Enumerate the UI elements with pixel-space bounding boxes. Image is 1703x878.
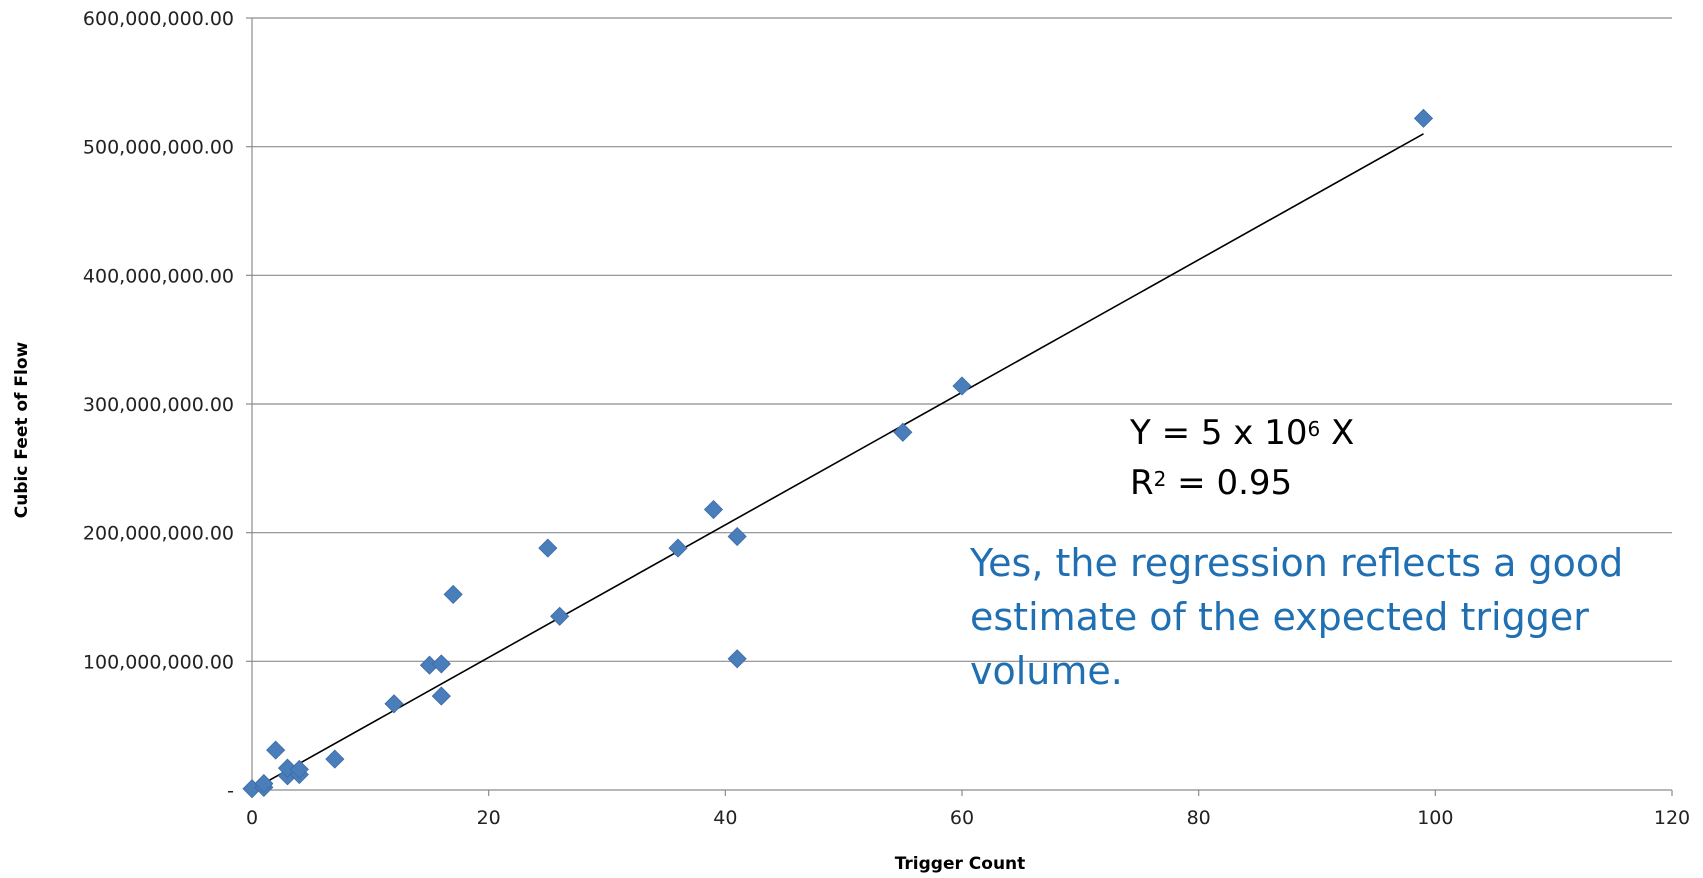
data-point	[952, 376, 972, 396]
tick-label-layer: - 100,000,000.00 200,000,000.00 300,000,000…	[83, 8, 1690, 829]
regression-equation-block: Y = 5 x 106 X R2 = 0.95	[1130, 408, 1354, 508]
grid-layer	[252, 17, 1672, 662]
equation-suffix: X	[1320, 413, 1355, 453]
data-point	[384, 694, 404, 714]
y-tick-label: -	[227, 780, 234, 802]
x-tick-label: 60	[950, 807, 974, 829]
x-tick-label: 0	[246, 807, 258, 829]
r-prefix: R	[1130, 463, 1154, 503]
data-point	[289, 759, 309, 779]
data-point	[668, 538, 688, 558]
equation-exponent: 6	[1307, 417, 1321, 441]
data-point	[266, 740, 286, 760]
y-tick-label: 300,000,000.00	[83, 394, 234, 416]
equation-prefix: Y = 5 x 10	[1130, 413, 1308, 453]
x-tick-label: 20	[477, 807, 501, 829]
x-tick-label: 40	[713, 807, 737, 829]
data-point	[431, 686, 451, 706]
x-axis-title: Trigger Count	[895, 854, 1026, 874]
trendline	[251, 133, 1424, 791]
data-point	[703, 499, 724, 520]
data-point	[1413, 108, 1434, 128]
x-tick-label: 120	[1654, 807, 1690, 829]
y-axis-title: Cubic Feet of Flow	[12, 341, 32, 518]
data-point-layer	[242, 108, 1434, 799]
regression-equation: Y = 5 x 106 X	[1130, 408, 1354, 458]
data-point	[443, 584, 463, 604]
data-point	[325, 749, 345, 769]
data-point	[254, 774, 274, 794]
y-tick-label: 200,000,000.00	[83, 523, 234, 545]
x-tick-label: 100	[1417, 807, 1453, 829]
axis-layer	[246, 17, 1673, 796]
data-point	[550, 606, 570, 626]
data-point	[431, 654, 451, 674]
conclusion-note: Yes, the regression reflects a good esti…	[970, 541, 1624, 693]
r-suffix: = 0.95	[1166, 463, 1293, 503]
data-point	[727, 526, 747, 547]
data-point	[538, 538, 558, 558]
y-tick-label: 500,000,000.00	[83, 137, 234, 159]
data-point	[893, 422, 913, 442]
x-tick-label: 80	[1187, 807, 1211, 829]
r-exponent: 2	[1153, 467, 1167, 491]
trendline-layer	[251, 133, 1424, 791]
y-tick-label: 100,000,000.00	[83, 651, 234, 673]
data-point	[727, 649, 747, 669]
r-squared: R2 = 0.95	[1130, 458, 1354, 508]
y-tick-label: 600,000,000.00	[83, 8, 234, 30]
y-tick-label: 400,000,000.00	[83, 265, 234, 287]
